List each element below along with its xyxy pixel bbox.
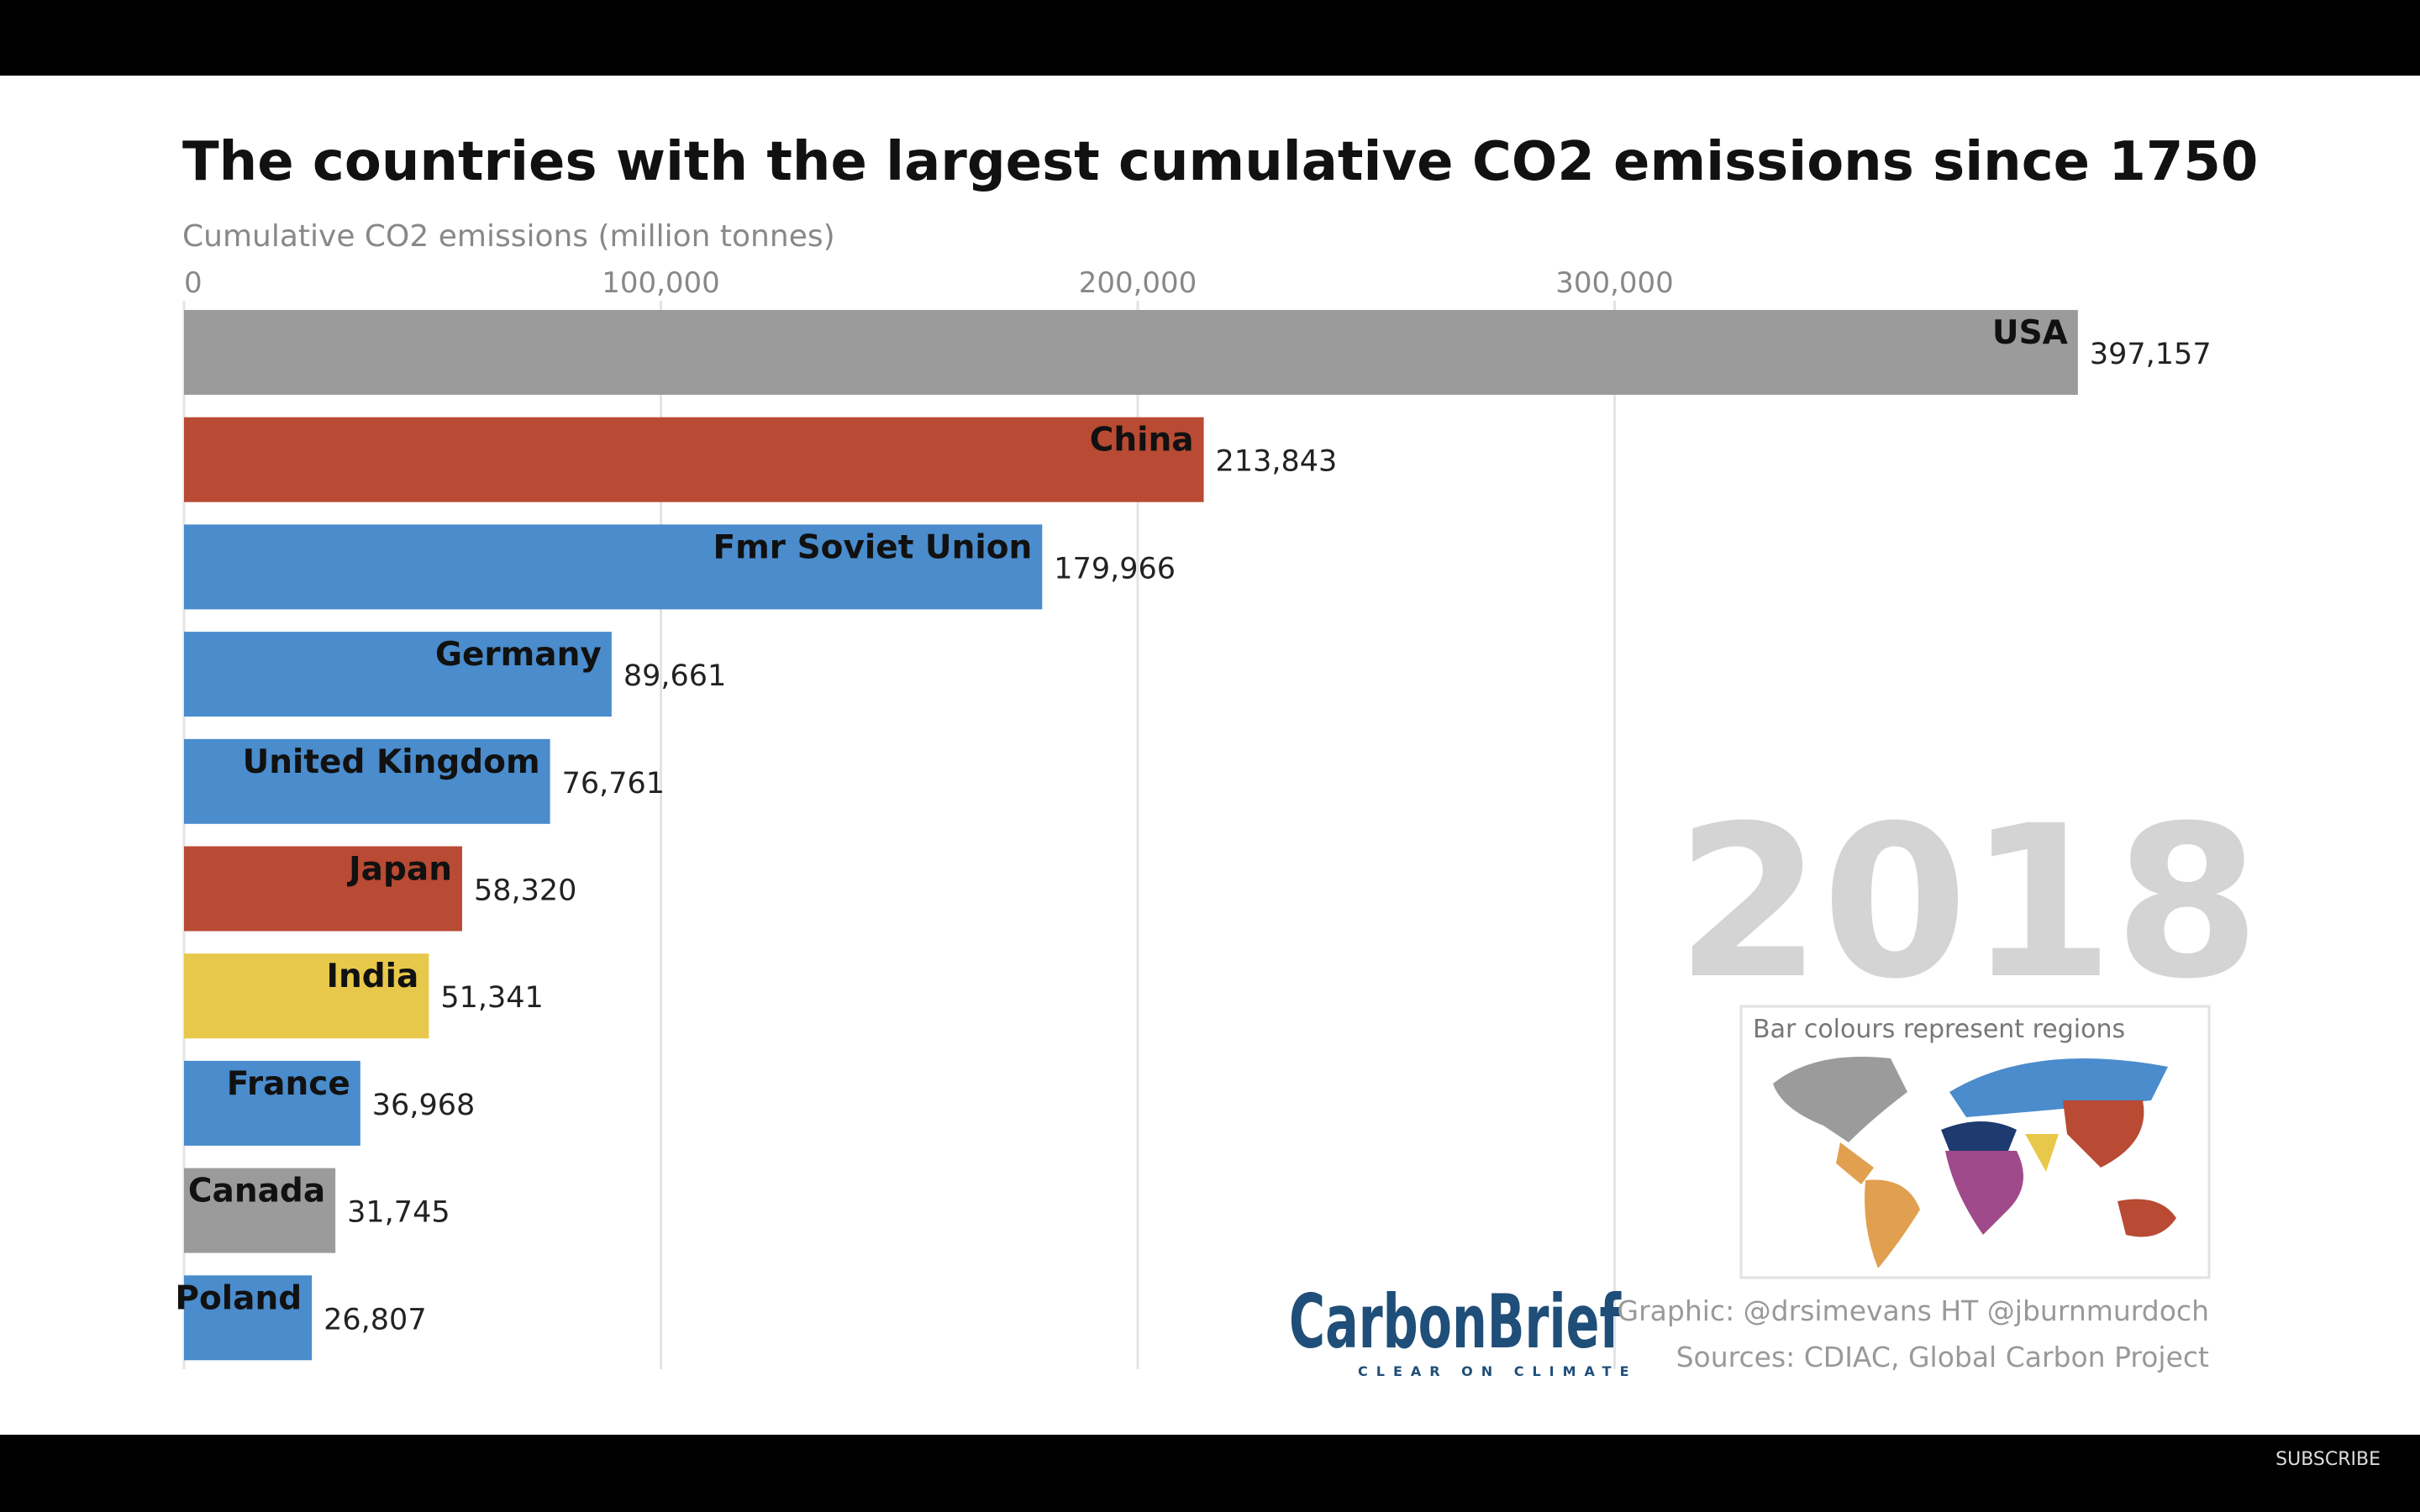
credit-text: Graphic: @drsimevans HT @jburnmurdoch (1618, 1294, 2209, 1327)
x-tick-label: 200,000 (1079, 266, 1197, 300)
x-tick-label: 0 (184, 266, 203, 300)
bar-category-label: India (326, 958, 418, 995)
bar (184, 953, 429, 1039)
bars: USA 397,157 China 213,843 Fmr Soviet Union 17… (175, 310, 2212, 1361)
bar-category-label: China (1090, 422, 1194, 459)
bar (184, 1275, 313, 1361)
bar (184, 417, 1204, 502)
bar-value-label: 58,320 (474, 874, 576, 908)
subscribe-button[interactable]: SUBSCRIBE (2275, 1449, 2381, 1470)
bar (184, 738, 550, 824)
bar-value-label: 89,661 (623, 659, 726, 693)
bar-value-label: 36,968 (372, 1089, 475, 1122)
bar-category-label: USA (1992, 314, 2068, 352)
grid: 0 100,000 200,000 300,000 (182, 266, 1674, 1369)
bar-category-label: Germany (435, 636, 602, 674)
bar-category-label: United Kingdom (243, 743, 540, 781)
year-label: 2018 (1676, 780, 2260, 1025)
bar-category-label: Canada (188, 1173, 325, 1210)
map-oceania (2118, 1199, 2176, 1237)
bar-value-label: 51,341 (440, 981, 543, 1015)
x-axis-label: Cumulative CO2 emissions (million tonnes… (182, 219, 835, 254)
bar-value-label: 26,807 (324, 1303, 426, 1336)
bar-category-label: Japan (346, 851, 452, 889)
map-central-america (1836, 1142, 1874, 1184)
bar-value-label: 213,843 (1216, 445, 1338, 479)
bar-value-label: 397,157 (2090, 338, 2212, 371)
bar (184, 632, 612, 717)
bar-value-label: 31,745 (347, 1196, 450, 1230)
bar (184, 1060, 360, 1146)
brand-tagline: CLEAR ON CLIMATE (1358, 1363, 1638, 1379)
bar-category-label: Poland (175, 1279, 302, 1317)
bar-category-label: France (227, 1065, 350, 1103)
bar (184, 1168, 336, 1253)
map-india (2025, 1134, 2059, 1172)
map-south-america (1865, 1179, 1920, 1268)
bar (184, 310, 2078, 395)
bar (184, 524, 1043, 610)
legend-note: Bar colours represent regions (1753, 1015, 2125, 1044)
region-legend: Bar colours represent regions (1739, 1005, 2211, 1279)
map-africa (1945, 1151, 2023, 1235)
x-tick-label: 300,000 (1555, 266, 1674, 300)
bar-value-label: 76,761 (562, 767, 665, 801)
sources-text: Sources: CDIAC, Global Carbon Project (1676, 1341, 2209, 1373)
bar-value-label: 179,966 (1054, 552, 1176, 585)
brand-logo: CarbonBrief (1289, 1278, 1622, 1365)
map-north-america (1773, 1057, 1907, 1142)
bar (184, 846, 462, 932)
map-middle-east (1941, 1121, 2017, 1151)
x-tick-label: 100,000 (602, 266, 720, 300)
map-east-asia (2063, 1100, 2144, 1168)
bar-category-label: Fmr Soviet Union (713, 528, 1033, 566)
chart-title: The countries with the largest cumulativ… (182, 131, 2258, 193)
